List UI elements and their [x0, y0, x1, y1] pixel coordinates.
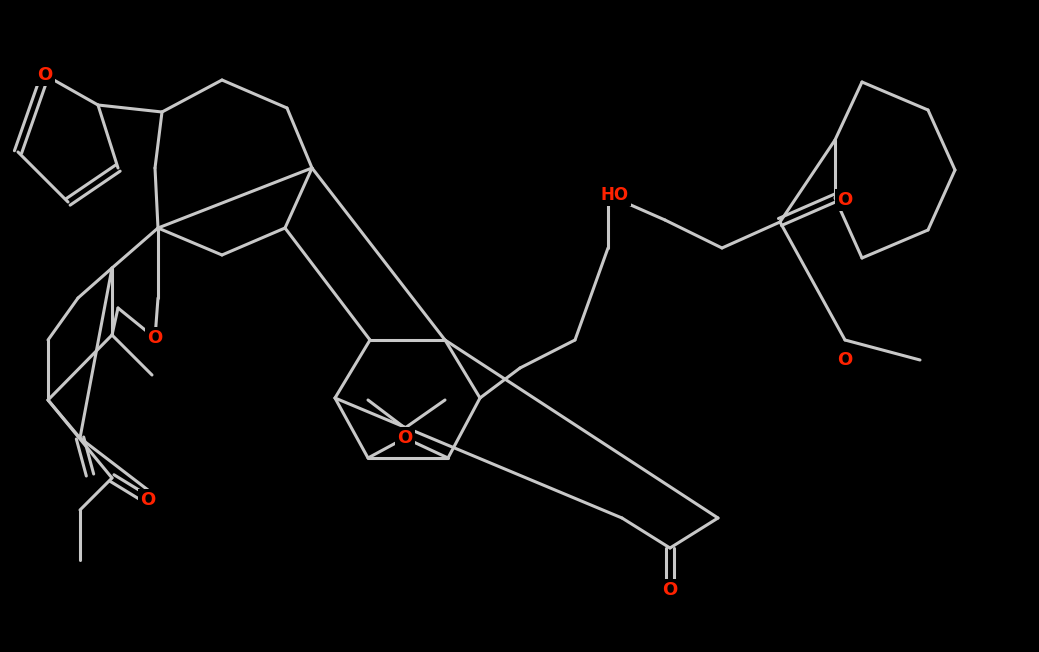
- Text: O: O: [663, 581, 677, 599]
- Text: O: O: [37, 66, 53, 84]
- Text: HO: HO: [601, 186, 629, 204]
- Text: O: O: [837, 351, 853, 369]
- Text: O: O: [148, 329, 163, 347]
- Text: O: O: [837, 191, 853, 209]
- Text: O: O: [140, 491, 156, 509]
- Text: O: O: [397, 429, 412, 447]
